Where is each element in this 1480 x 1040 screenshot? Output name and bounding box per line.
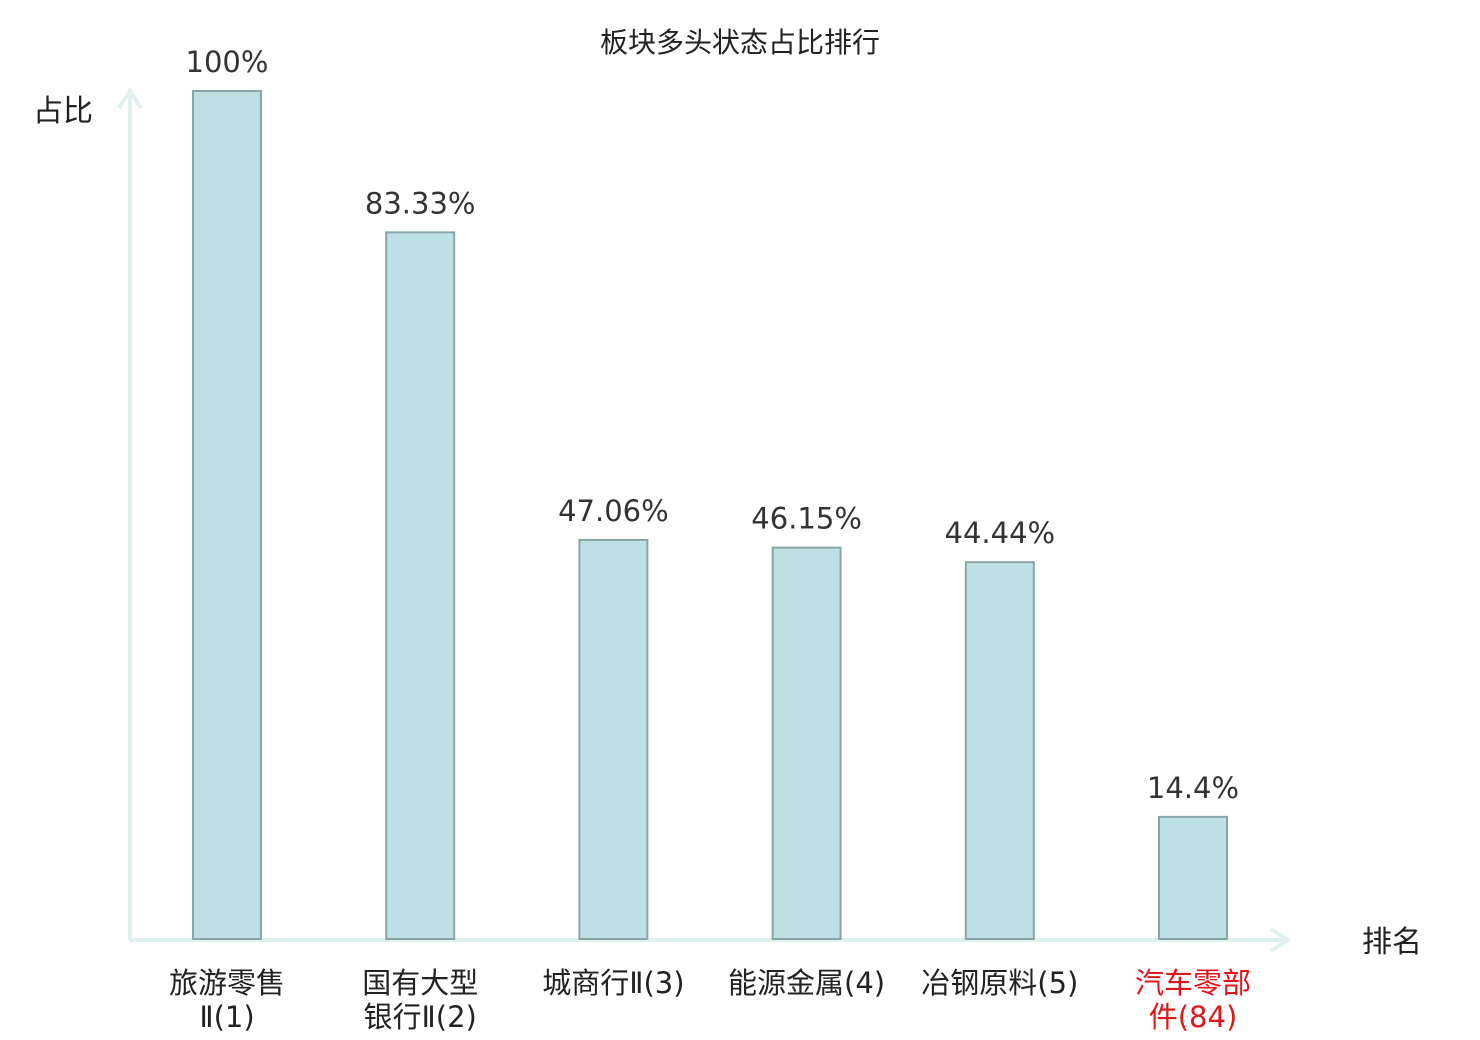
x-axis-label: 排名: [1362, 925, 1422, 960]
axes: [117, 87, 1292, 953]
x-tick-label: 银行Ⅱ(2): [364, 1000, 477, 1034]
bar-value-label: 47.06%: [558, 494, 669, 528]
bar-value-label: 83.33%: [365, 186, 476, 220]
bar: [771, 546, 842, 940]
bar: [1158, 815, 1228, 940]
x-tick-label: 汽车零部: [1135, 966, 1251, 1000]
x-tick-label: 能源金属(4): [728, 966, 885, 1000]
bar-value-label: 44.44%: [945, 516, 1056, 550]
bar: [192, 90, 262, 940]
chart-title: 板块多头状态占比排行: [600, 26, 880, 59]
bar-value-label: 100%: [186, 45, 269, 79]
x-tick-label: 冶钢原料(5): [921, 966, 1078, 1000]
bar-value-label: 14.4%: [1147, 771, 1239, 805]
bar: [964, 561, 1035, 940]
y-axis-arrow: [117, 87, 143, 110]
x-tick-label: 件(84): [1149, 1000, 1238, 1034]
x-tick-label: Ⅱ(1): [199, 1000, 254, 1034]
bar-value-label: 46.15%: [751, 502, 862, 536]
x-tick-label: 城商行Ⅱ(3): [542, 966, 684, 1000]
x-tick-label: 国有大型: [362, 966, 478, 1000]
bar: [385, 231, 456, 941]
x-tick-label: 旅游零售: [169, 966, 285, 1000]
bars-group: [192, 90, 1228, 941]
x-axis-arrow: [1269, 927, 1292, 953]
bar: [578, 538, 649, 940]
y-axis-label: 占比: [33, 94, 93, 129]
value-labels-group: 100% 83.33% 47.06% 46.15% 44.44% 14.4%: [186, 45, 1240, 805]
